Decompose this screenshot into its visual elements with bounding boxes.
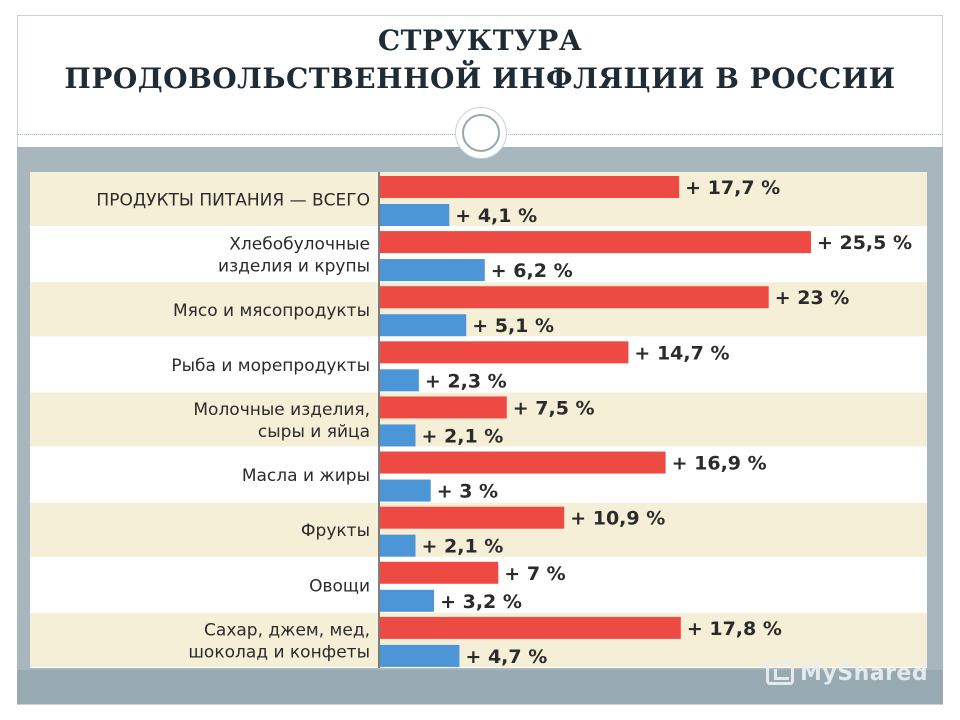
bar-chart: ПРОДУКТЫ ПИТАНИЯ — ВСЕГО + 17,7 % + 4,1 % Х… (30, 172, 927, 668)
category-label: шоколад и конфеты (188, 642, 370, 662)
circle-ornament-icon (455, 107, 507, 159)
watermark-text: MyShared (800, 660, 929, 686)
title-line-1: СТРУКТУРА (377, 24, 583, 57)
watermark: MyShared (766, 656, 928, 690)
category-label: Масла и жиры (242, 466, 370, 486)
data-label: + 4,7 % (465, 646, 547, 668)
category-label: Молочные изделия, (193, 400, 370, 420)
data-label: + 3,2 % (440, 591, 522, 613)
title-line-2: ПРОДОВОЛЬСТВЕННОЙ ИНФЛЯЦИИ В РОССИИ (64, 62, 896, 95)
data-label: + 2,3 % (425, 370, 507, 392)
bar-series-2 (380, 534, 416, 557)
bar-series-2 (380, 589, 435, 612)
bar-series-1 (380, 341, 629, 364)
presentation-icon (766, 661, 794, 685)
bar-series-1 (380, 231, 811, 254)
bar-series-1 (380, 451, 666, 474)
bar-series-1 (380, 506, 565, 529)
data-label: + 14,7 % (634, 342, 729, 364)
data-label: + 7 % (504, 563, 565, 585)
bar-series-2 (380, 369, 419, 392)
circle-ornament-ring (462, 114, 500, 152)
slide-title: СТРУКТУРА ПРОДОВОЛЬСТВЕННОЙ ИНФЛЯЦИИ В Р… (0, 22, 960, 98)
data-label: + 3 % (437, 481, 498, 503)
category-label: Мясо и мясопродукты (173, 301, 370, 321)
bar-series-2 (380, 479, 431, 502)
bar-series-1 (380, 286, 769, 309)
data-label: + 6,2 % (491, 260, 573, 282)
bar-series-2 (380, 204, 450, 226)
category-label: изделия и крупы (218, 257, 370, 277)
category-label: ПРОДУКТЫ ПИТАНИЯ — ВСЕГО (96, 191, 370, 211)
data-label: + 2,1 % (421, 425, 503, 447)
bar-series-2 (380, 259, 485, 282)
footer-band (17, 670, 943, 704)
bar-series-2 (380, 644, 460, 667)
bar-series-2 (380, 314, 467, 337)
bar-series-1 (380, 616, 681, 639)
data-label: + 23 % (775, 287, 850, 309)
data-label: + 10,9 % (570, 508, 665, 530)
category-label: Сахар, джем, мед, (204, 620, 370, 640)
chart-panel: ПРОДУКТЫ ПИТАНИЯ — ВСЕГО + 17,7 % + 4,1 % Х… (30, 172, 927, 668)
bar-series-1 (380, 561, 499, 584)
bar-series-1 (380, 176, 680, 198)
data-label: + 2,1 % (421, 536, 503, 558)
bar-series-2 (380, 424, 416, 447)
data-label: + 7,5 % (513, 397, 595, 419)
data-label: + 17,7 % (685, 177, 780, 199)
data-label: + 4,1 % (455, 205, 537, 227)
data-label: + 25,5 % (817, 232, 912, 254)
category-label: Хлебобулочные (229, 235, 370, 255)
category-label: сыры и яйца (258, 422, 370, 442)
bar-series-1 (380, 396, 507, 419)
data-label: + 16,9 % (672, 453, 767, 475)
data-label: + 5,1 % (472, 315, 554, 337)
data-label: + 17,8 % (687, 618, 782, 640)
category-label: Овощи (309, 576, 370, 596)
category-label: Фрукты (301, 521, 370, 541)
category-label: Рыба и морепродукты (171, 356, 370, 376)
